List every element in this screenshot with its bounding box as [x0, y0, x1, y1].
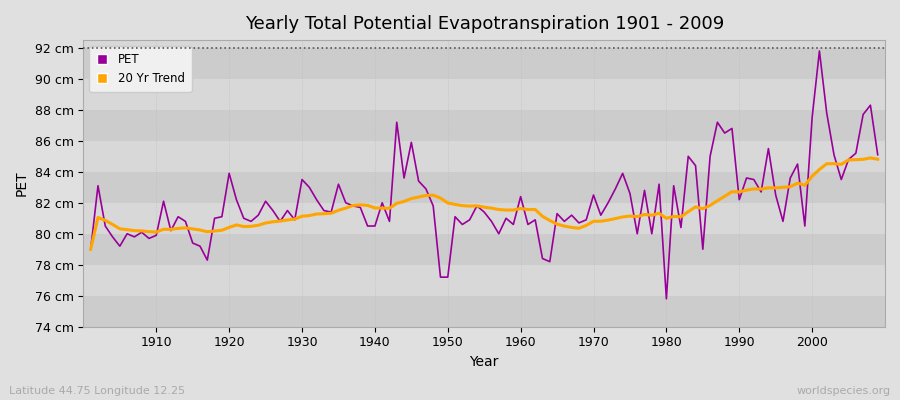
- Bar: [84, 110, 885, 141]
- Bar: [84, 141, 885, 172]
- Bar: [84, 40, 885, 48]
- X-axis label: Year: Year: [470, 355, 499, 369]
- Text: Latitude 44.75 Longitude 12.25: Latitude 44.75 Longitude 12.25: [9, 386, 185, 396]
- Bar: [84, 48, 885, 79]
- Legend: PET, 20 Yr Trend: PET, 20 Yr Trend: [89, 46, 192, 92]
- Bar: [84, 296, 885, 327]
- Bar: [84, 265, 885, 296]
- Bar: [84, 79, 885, 110]
- Y-axis label: PET: PET: [15, 171, 29, 196]
- Bar: [84, 234, 885, 265]
- Title: Yearly Total Potential Evapotranspiration 1901 - 2009: Yearly Total Potential Evapotranspiratio…: [245, 15, 724, 33]
- Bar: [84, 172, 885, 203]
- Text: worldspecies.org: worldspecies.org: [796, 386, 891, 396]
- Bar: [84, 203, 885, 234]
